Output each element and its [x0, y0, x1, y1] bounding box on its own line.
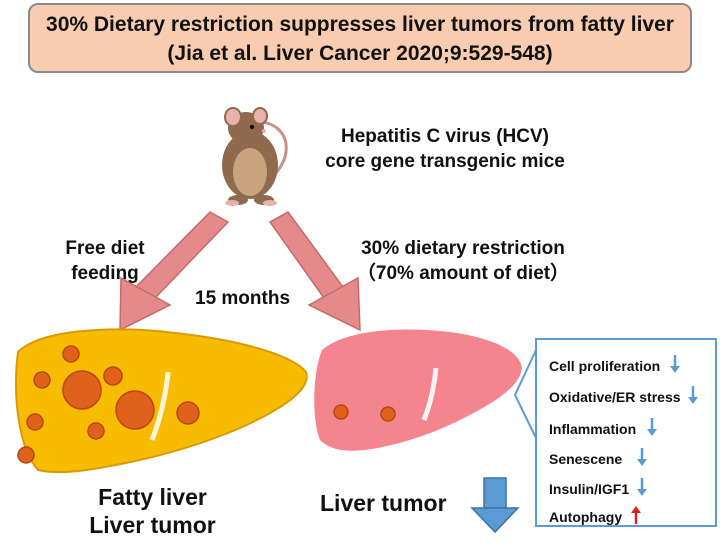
effect-row: Oxidative/ER stress [549, 382, 699, 405]
free-diet-line-1: Free diet [65, 238, 145, 259]
branch-arrow-right [268, 211, 361, 332]
down-arrow-icon [637, 478, 648, 496]
free-diet-label: Free diet feeding [50, 236, 160, 286]
fatty-outcome-label: Fatty liver Liver tumor [65, 483, 240, 539]
restriction-label: 30% dietary restriction （70% amount of d… [333, 236, 593, 286]
fatty-liver [15, 328, 308, 474]
effect-label: Oxidative/ER stress [549, 389, 681, 405]
effect-label: Inflammation [549, 421, 637, 437]
effect-row: Senescene [549, 444, 648, 467]
effect-label: Cell proliferation [549, 358, 661, 374]
effect-label: Autophagy [549, 509, 623, 525]
down-arrow-icon [670, 355, 681, 373]
effect-row: Insulin/IGF1 [549, 474, 648, 497]
effects-callout [513, 347, 538, 441]
restricted-liver [314, 329, 522, 451]
down-arrow-icon [647, 418, 658, 436]
down-arrow-icon [688, 386, 699, 404]
mouse-label-line-1: Hepatitis C virus (HCV) [341, 126, 549, 147]
restriction-line-1: 30% dietary restriction [361, 238, 565, 259]
effect-row: Cell proliferation [549, 351, 681, 374]
mouse-label-line-2: core gene transgenic mice [325, 151, 565, 172]
effect-label: Senescene [549, 451, 623, 467]
restricted-outcome-label: Liver tumor [320, 490, 447, 516]
up-arrow-icon [631, 506, 641, 524]
fatty-outcome-line-2: Liver tumor [89, 512, 216, 538]
title-box: 30% Dietary restriction suppresses liver… [28, 3, 692, 73]
restriction-line-2: （70% amount of diet） [356, 263, 570, 284]
free-diet-line-2: feeding [71, 263, 139, 284]
mouse-icon [222, 107, 288, 206]
effect-label: Insulin/IGF1 [549, 481, 630, 497]
effects-box: Cell proliferation Oxidative/ER stress I… [535, 338, 717, 527]
tumor-decrease-arrow [470, 477, 520, 534]
branch-arrow-left [119, 211, 230, 332]
effect-row: Inflammation [549, 414, 658, 437]
effect-row: Autophagy [549, 502, 642, 525]
down-arrow-icon [637, 448, 648, 466]
title-line-1: 30% Dietary restriction suppresses liver… [46, 13, 674, 36]
fatty-outcome-line-1: Fatty liver [98, 484, 207, 510]
title-line-2: (Jia et al. Liver Cancer 2020;9:529-548) [167, 42, 553, 65]
mouse-label: Hepatitis C virus (HCV) core gene transg… [300, 124, 590, 174]
duration-label: 15 months [195, 288, 291, 309]
